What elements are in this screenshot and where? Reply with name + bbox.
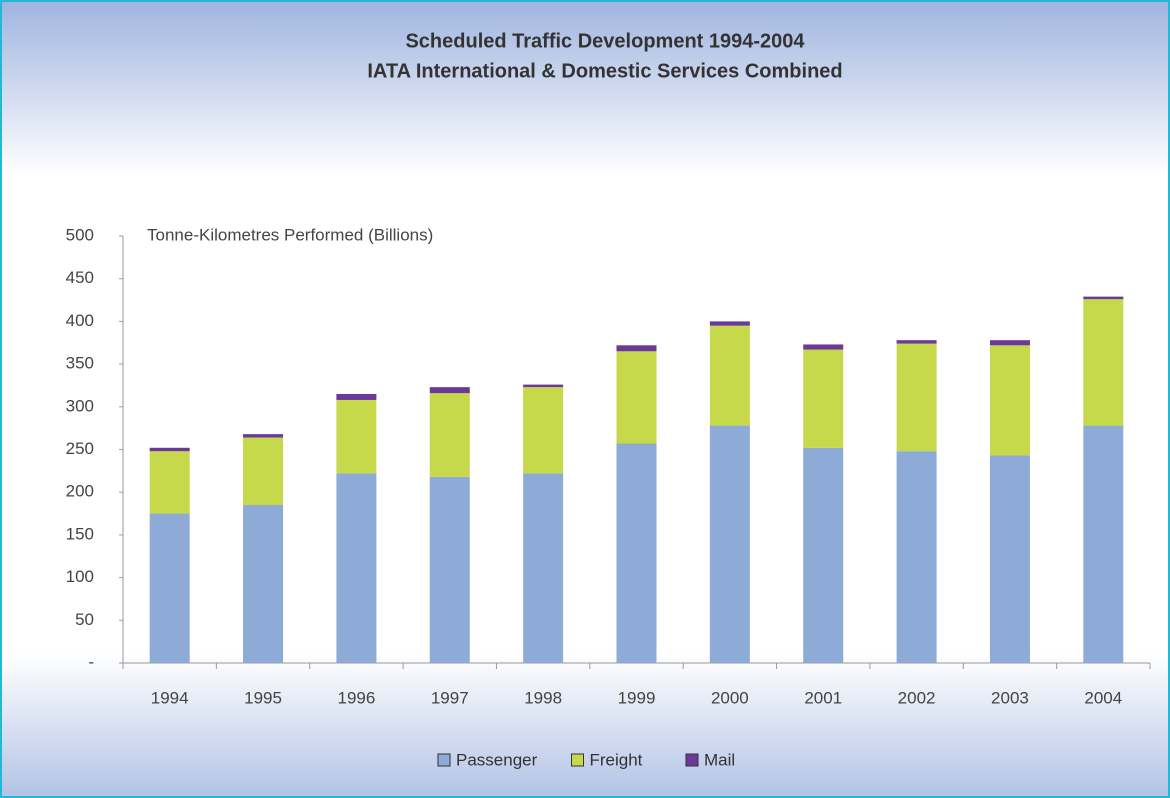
bar-segment — [709, 321, 750, 326]
y-tick-label: 200 — [66, 482, 94, 501]
y-tick-label: 150 — [66, 524, 94, 543]
bar-segment — [336, 399, 377, 474]
bar-segment — [803, 447, 844, 663]
x-tick-label: 2002 — [898, 688, 936, 707]
bar-segment — [989, 340, 1030, 346]
x-tick-label: 1998 — [524, 688, 562, 707]
bar-segment — [336, 393, 377, 400]
x-tick-label: 1997 — [431, 688, 469, 707]
y-tick-label: 350 — [66, 354, 94, 373]
bar-segment — [803, 344, 844, 350]
y-tick-label: 400 — [66, 311, 94, 330]
bar-segment — [616, 351, 657, 444]
chart-subtitle: IATA International & Domestic Services C… — [367, 60, 842, 82]
bar-segment — [429, 393, 470, 477]
y-tick-label: 300 — [66, 396, 94, 415]
bar-segment — [1083, 425, 1124, 663]
bar-segment — [1083, 299, 1124, 426]
x-tick-label: 1995 — [244, 688, 282, 707]
bar-segment — [149, 451, 190, 514]
bar-segment — [989, 455, 1030, 663]
x-tick-label: 2001 — [804, 688, 842, 707]
bar-segment — [803, 349, 844, 448]
legend-swatch — [685, 753, 699, 767]
y-tick-label: 250 — [66, 439, 94, 458]
y-tick-label: 100 — [66, 567, 94, 586]
chart-title: Scheduled Traffic Development 1994-2004 — [405, 30, 805, 52]
bar-segment — [896, 340, 937, 344]
x-tick-label: 2000 — [711, 688, 749, 707]
legend-label: Freight — [590, 750, 643, 769]
bar-segment — [429, 387, 470, 394]
legend-label: Mail — [704, 750, 735, 769]
legend-swatch — [571, 753, 584, 767]
bar-segment — [709, 325, 750, 426]
y-tick-label: 500 — [66, 225, 94, 244]
legend-label: Passenger — [456, 750, 538, 769]
bar-segment — [243, 505, 284, 663]
bar-segment — [523, 473, 564, 663]
x-tick-label: 1999 — [618, 688, 656, 707]
y-tick-label: - — [88, 652, 94, 671]
bar-segment — [896, 451, 937, 663]
bar-segment — [989, 345, 1030, 456]
y-tick-label: 450 — [66, 268, 94, 287]
legend-swatch — [437, 753, 451, 767]
bar-segment — [616, 443, 657, 663]
x-tick-label: 2003 — [991, 688, 1029, 707]
bar-segment — [616, 345, 657, 352]
bar-segment — [523, 384, 564, 388]
bar-segment — [243, 437, 284, 506]
x-tick-label: 2004 — [1084, 688, 1122, 707]
bar-segment — [336, 473, 377, 663]
bar-segment — [149, 513, 190, 663]
y-axis-label: Tonne-Kilometres Performed (Billions) — [147, 225, 433, 244]
bar-segment — [523, 387, 564, 474]
bar-segment — [896, 343, 937, 452]
bar-segment — [709, 425, 750, 663]
x-tick-label: 1996 — [337, 688, 375, 707]
y-tick-label: 50 — [75, 610, 94, 629]
x-tick-label: 1994 — [151, 688, 189, 707]
bar-segment — [243, 434, 284, 438]
bar-segment — [429, 476, 470, 663]
bar-segment — [1083, 296, 1124, 300]
bar-segment — [149, 447, 190, 452]
